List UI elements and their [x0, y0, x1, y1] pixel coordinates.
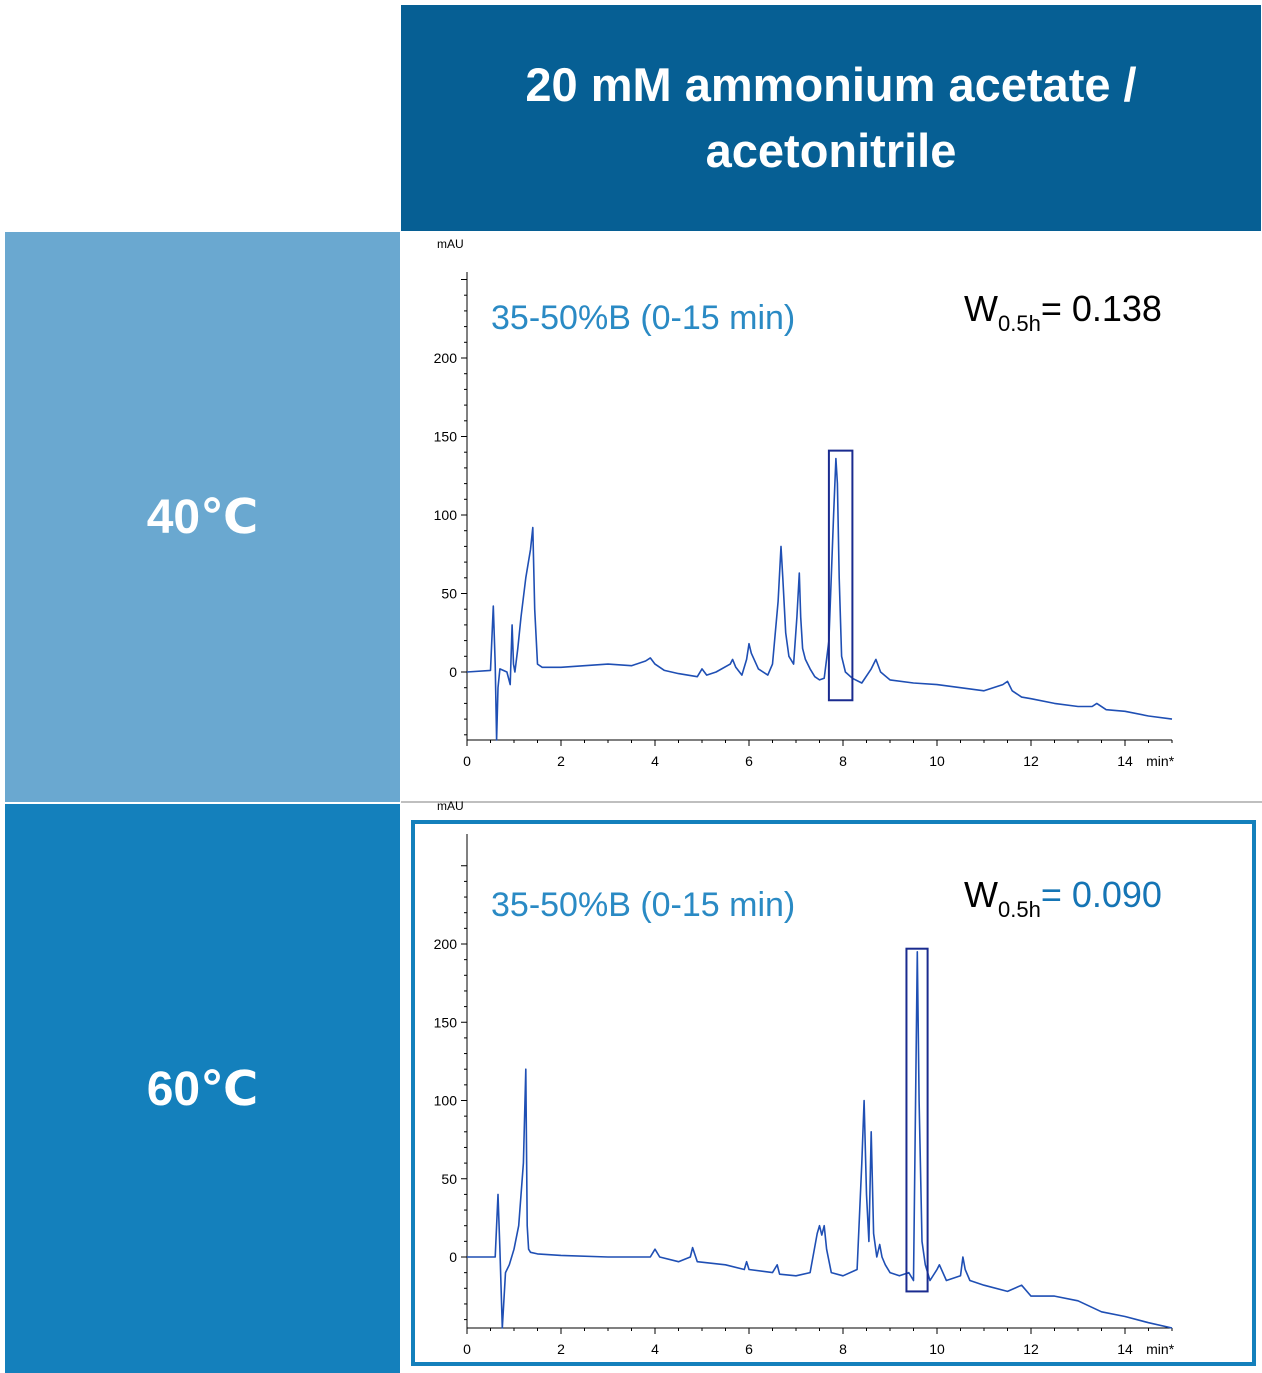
chromatogram-panel-40c: 0 50 100 150 200 mAU 0 2 4 6 8 10 12 14 min* 35-50%B (0…	[401, 232, 1262, 800]
x-tick-label: 8	[839, 1341, 847, 1357]
column-header: 20 mM ammonium acetate / acetonitrile	[401, 5, 1261, 231]
y-tick-label: 200	[434, 936, 458, 952]
column-header-title: 20 mM ammonium acetate / acetonitrile	[525, 58, 1137, 177]
y-axis-label: mAU	[437, 799, 464, 813]
x-axis-label: min*	[1146, 753, 1175, 769]
peak-width-label: W0.5h= 0.090	[964, 874, 1162, 922]
peak-width-value: = 0.090	[1041, 874, 1162, 915]
method-annotation: 35-50%B (0-15 min)	[491, 299, 795, 337]
peak-width-label: W0.5h= 0.138	[964, 288, 1162, 336]
x-tick-label: 6	[745, 1341, 753, 1357]
y-tick-label: 200	[434, 350, 458, 366]
chromatogram-40c: 0 50 100 150 200 mAU 0 2 4 6 8 10 12 14 min* 35-50%B (0…	[434, 237, 1175, 769]
x-tick-label: 10	[929, 1341, 945, 1357]
x-tick-label: 4	[651, 1341, 659, 1357]
peak-width-subscript: 0.5h	[998, 311, 1041, 336]
x-tick-label: 2	[557, 753, 565, 769]
row-label-40c: 40℃	[5, 232, 400, 802]
y-tick-label: 0	[449, 1249, 457, 1265]
y-tick-label: 50	[441, 586, 457, 602]
x-tick-label: 14	[1117, 1341, 1133, 1357]
x-tick-label: 4	[651, 753, 659, 769]
y-tick-label: 100	[434, 507, 458, 523]
peak-width-symbol: W	[964, 874, 998, 915]
y-axis-label: mAU	[437, 237, 464, 251]
y-tick-label: 50	[441, 1171, 457, 1187]
x-tick-label: 2	[557, 1341, 565, 1357]
row-label-60c-text: 60℃	[146, 1062, 259, 1116]
row-label-40c-text: 40℃	[146, 491, 259, 544]
x-tick-label: 0	[463, 753, 471, 769]
x-tick-label: 12	[1023, 1341, 1039, 1357]
x-tick-label: 14	[1117, 753, 1133, 769]
y-tick-label: 150	[434, 429, 458, 445]
peak-width-value: = 0.138	[1041, 288, 1162, 329]
x-tick-label: 6	[745, 753, 753, 769]
method-annotation: 35-50%B (0-15 min)	[491, 886, 795, 924]
row-label-60c: 60℃	[5, 804, 400, 1373]
peak-highlight-box	[905, 947, 929, 1293]
x-tick-label: 12	[1023, 753, 1039, 769]
x-tick-label: 0	[463, 1341, 471, 1357]
row-divider	[401, 801, 1262, 803]
peak-width-subscript: 0.5h	[998, 897, 1041, 922]
chromatogram-panel-60c: 0 50 100 150 200 mAU 0 2 4 6 8 10 12 14 min* 35-50%B (0…	[401, 799, 1262, 1373]
y-tick-label: 100	[434, 1093, 458, 1109]
y-tick-label: 150	[434, 1014, 458, 1030]
chromatogram-trace	[467, 951, 1173, 1329]
x-tick-label: 10	[929, 753, 945, 769]
y-tick-label: 0	[449, 664, 457, 680]
x-tick-label: 8	[839, 753, 847, 769]
peak-width-symbol: W	[964, 288, 998, 329]
chromatogram-trace	[466, 457, 1173, 741]
x-axis-label: min*	[1146, 1341, 1175, 1357]
chromatogram-60c: 0 50 100 150 200 mAU 0 2 4 6 8 10 12 14 min* 35-50%B (0…	[434, 799, 1175, 1357]
peak-highlight-box	[827, 449, 854, 702]
